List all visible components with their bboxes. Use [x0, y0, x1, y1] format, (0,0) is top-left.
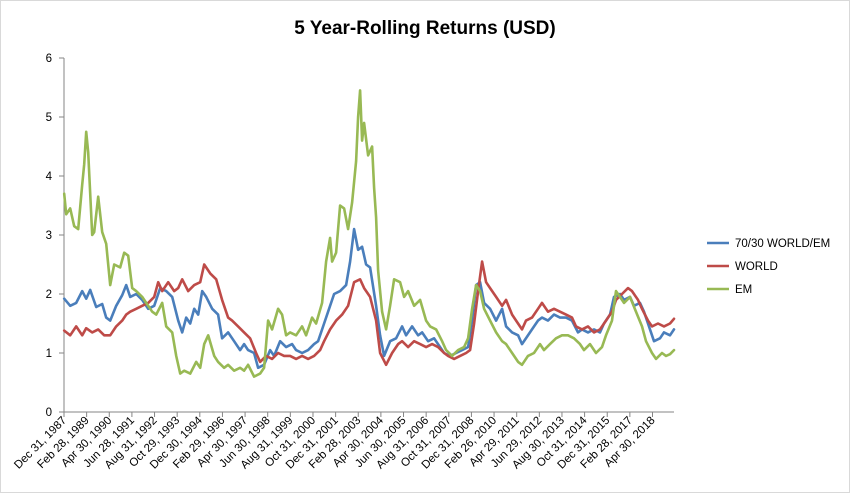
series-lines [62, 89, 676, 378]
series-line-2 [62, 89, 676, 378]
y-tick-label: 0 [46, 407, 52, 419]
y-tick-label: 5 [46, 112, 52, 124]
series-line-1 [62, 260, 676, 367]
legend: 70/30 WORLD/EM WORLD EM [707, 238, 830, 296]
y-tick-label: 4 [46, 171, 53, 183]
legend-label: WORLD [735, 261, 778, 273]
y-tick-label: 2 [46, 289, 52, 301]
y-tick-label: 1 [46, 348, 52, 360]
y-tick-label: 3 [46, 230, 52, 242]
chart-title: 5 Year-Rolling Returns (USD) [294, 18, 555, 39]
y-tick-label: 6 [46, 53, 52, 65]
y-axis-ticks: 0 1 2 3 4 5 6 [46, 53, 64, 419]
legend-label: 70/30 WORLD/EM [735, 238, 830, 250]
legend-label: EM [735, 284, 752, 296]
